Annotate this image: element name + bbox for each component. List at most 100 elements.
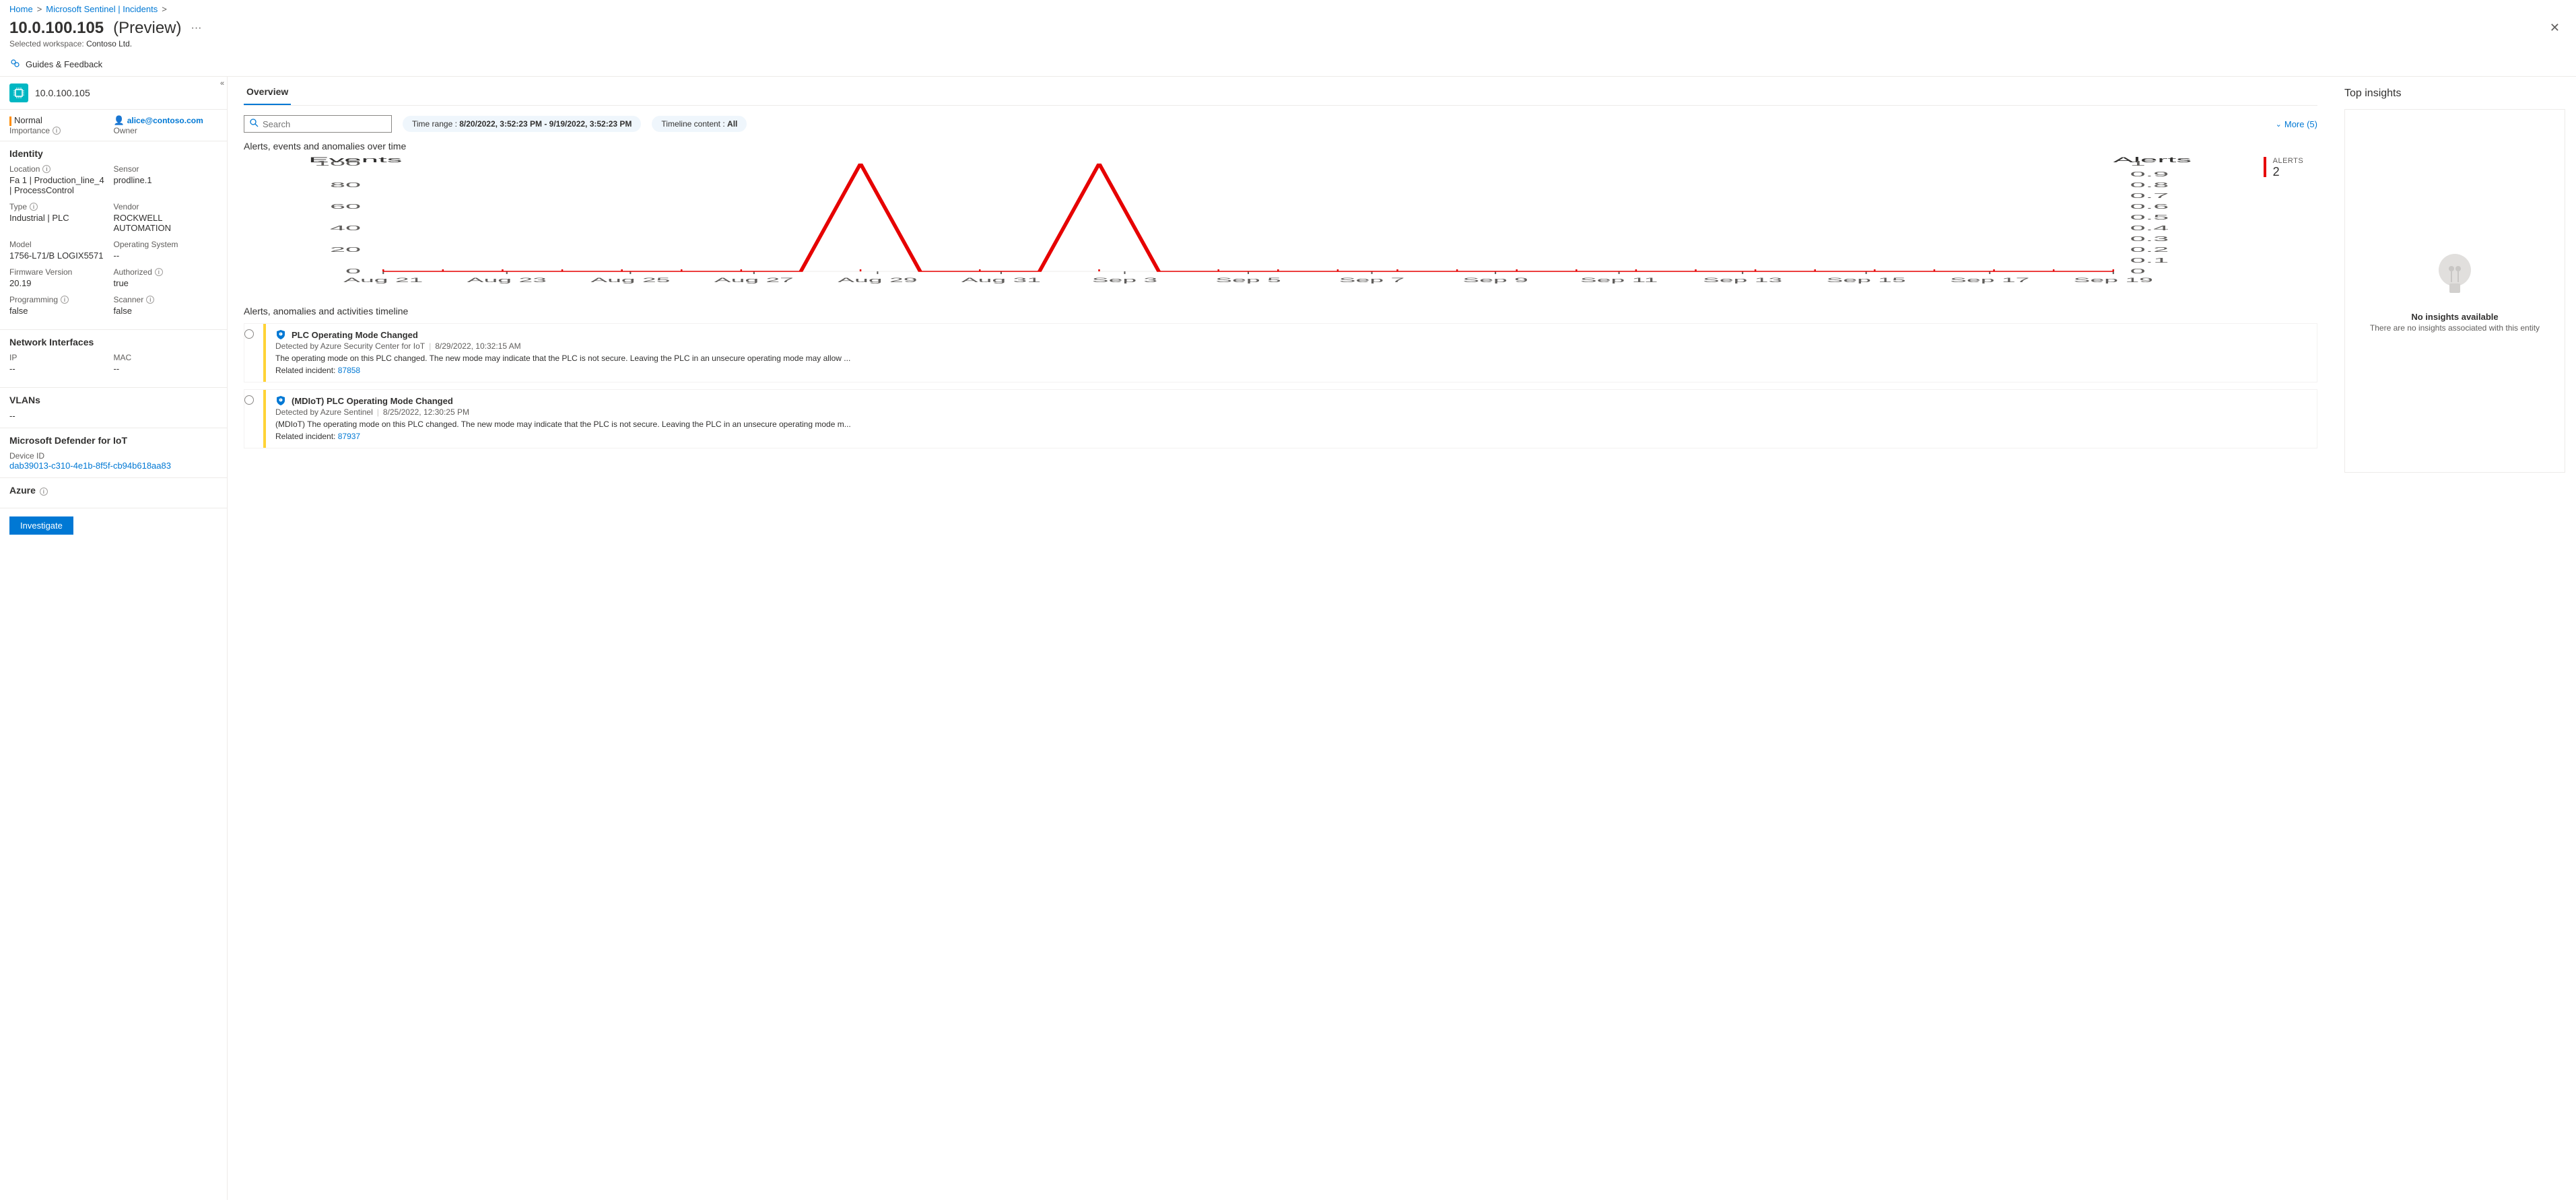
- vlans-value: --: [9, 411, 217, 421]
- svg-text:0.1: 0.1: [2130, 257, 2169, 264]
- page-title-row: 10.0.100.105 (Preview) ··· ✕: [0, 17, 2576, 39]
- alerts-badge: ALERTS 2: [2264, 157, 2317, 294]
- info-icon[interactable]: i: [40, 488, 48, 496]
- sensor-label: Sensor: [114, 164, 213, 174]
- detected-by: Detected by Azure Sentinel: [275, 407, 373, 417]
- device-ip: 10.0.100.105: [35, 88, 90, 98]
- vendor-value: ROCKWELL AUTOMATION: [114, 213, 213, 233]
- guides-icon: [9, 58, 20, 71]
- close-button[interactable]: ✕: [2543, 17, 2567, 39]
- timeline-radio[interactable]: [244, 395, 254, 405]
- info-icon[interactable]: i: [61, 296, 69, 304]
- timeline-list: !PLC Operating Mode ChangedDetected by A…: [244, 323, 2317, 448]
- timeline-title: Alerts, anomalies and activities timelin…: [244, 306, 2317, 316]
- svg-text:0.6: 0.6: [2130, 203, 2169, 210]
- workspace-name: Contoso Ltd.: [86, 39, 132, 48]
- firmware-value: 20.19: [9, 278, 108, 288]
- timeline-item[interactable]: !(MDIoT) PLC Operating Mode ChangedDetec…: [244, 389, 2317, 448]
- svg-text:0: 0: [2130, 267, 2146, 275]
- svg-text:0.4: 0.4: [2130, 224, 2169, 232]
- svg-text:Aug 25: Aug 25: [590, 277, 670, 283]
- tab-overview[interactable]: Overview: [244, 79, 291, 105]
- importance-bar: [9, 116, 11, 126]
- related-label: Related incident:: [275, 366, 338, 375]
- ip-label: IP: [9, 353, 108, 362]
- location-label: Location: [9, 164, 40, 174]
- detected-by: Detected by Azure Security Center for Io…: [275, 341, 425, 351]
- timeline-content-pill[interactable]: Timeline content : All: [652, 116, 747, 132]
- info-icon[interactable]: i: [53, 127, 61, 135]
- page-title-suffix: (Preview): [113, 19, 181, 38]
- time-range-pill[interactable]: Time range : 8/20/2022, 3:52:23 PM - 9/1…: [403, 116, 641, 132]
- info-icon[interactable]: i: [155, 268, 163, 276]
- chart-area: EventsAlerts02040608010000.10.20.30.40.5…: [244, 157, 2317, 294]
- importance-value: Normal: [14, 115, 42, 125]
- owner-link[interactable]: alice@contoso.com: [127, 116, 203, 125]
- programming-label: Programming: [9, 295, 58, 304]
- svg-text:Sep 19: Sep 19: [2074, 277, 2153, 283]
- breadcrumb-sep: >: [162, 4, 167, 14]
- guides-feedback[interactable]: Guides & Feedback: [0, 53, 2576, 77]
- timeline-description: (MDIoT) The operating mode on this PLC c…: [275, 420, 2310, 429]
- more-menu-icon[interactable]: ···: [188, 22, 204, 34]
- azure-section: Azurei: [0, 477, 227, 508]
- model-label: Model: [9, 240, 108, 249]
- svg-text:20: 20: [330, 246, 361, 253]
- timeline-description: The operating mode on this PLC changed. …: [275, 354, 2310, 363]
- no-insights-title: No insights available: [2411, 312, 2498, 322]
- vlans-section: VLANs --: [0, 387, 227, 428]
- svg-text:1: 1: [2130, 160, 2146, 167]
- related-label: Related incident:: [275, 432, 338, 441]
- svg-text:Sep 15: Sep 15: [1827, 277, 1906, 283]
- svg-text:Aug 23: Aug 23: [467, 277, 547, 283]
- svg-text:Sep 17: Sep 17: [1950, 277, 2029, 283]
- svg-text:!: !: [280, 399, 281, 403]
- programming-value: false: [9, 306, 108, 316]
- lightbulb-icon: [2431, 250, 2478, 304]
- middle-panel: Overview Time range : 8/20/2022, 3:52:23…: [228, 77, 2334, 1200]
- svg-text:0.3: 0.3: [2130, 235, 2169, 242]
- azure-heading: Azure: [9, 485, 36, 496]
- device-id-link[interactable]: dab39013-c310-4e1b-8f5f-cb94b618aa83: [9, 461, 171, 471]
- svg-text:40: 40: [330, 224, 361, 232]
- defender-section: Microsoft Defender for IoT Device ID dab…: [0, 428, 227, 477]
- svg-text:100: 100: [314, 160, 361, 167]
- info-icon[interactable]: i: [30, 203, 38, 211]
- search-box[interactable]: [244, 115, 392, 133]
- info-icon[interactable]: i: [42, 165, 50, 173]
- svg-text:60: 60: [330, 203, 361, 210]
- more-link[interactable]: ⌄ More (5): [2276, 119, 2317, 129]
- search-input[interactable]: [263, 119, 386, 129]
- alerts-badge-label: ALERTS: [2273, 157, 2304, 165]
- collapse-left-icon[interactable]: «: [217, 79, 228, 90]
- related-incident-link[interactable]: 87937: [338, 432, 360, 441]
- authorized-value: true: [114, 278, 213, 288]
- left-panel: « 10.0.100.105 Normal Importance i 👤alic…: [0, 77, 228, 1200]
- info-icon[interactable]: i: [146, 296, 154, 304]
- investigate-button[interactable]: Investigate: [9, 516, 73, 535]
- severity-bar: [263, 390, 266, 448]
- svg-text:Aug 29: Aug 29: [838, 277, 917, 283]
- right-panel: Top insights No insights available There…: [2334, 77, 2576, 1200]
- model-value: 1756-L71/B LOGIX5571: [9, 250, 108, 261]
- page-title: 10.0.100.105: [9, 19, 104, 38]
- device-meta-row: Normal Importance i 👤alice@contoso.com O…: [0, 110, 227, 141]
- breadcrumb-sep: >: [37, 4, 42, 14]
- insights-box: No insights available There are no insig…: [2344, 109, 2565, 473]
- scanner-label: Scanner: [114, 295, 144, 304]
- breadcrumb-home[interactable]: Home: [9, 4, 33, 14]
- alerts-badge-value: 2: [2273, 165, 2304, 179]
- insights-heading: Top insights: [2344, 88, 2565, 100]
- timeline-radio[interactable]: [244, 329, 254, 339]
- shield-icon: !: [275, 329, 286, 340]
- breadcrumb-incidents[interactable]: Microsoft Sentinel | Incidents: [46, 4, 158, 14]
- timeline-item[interactable]: ! PLC Operating Mode ChangedDetected by A…: [244, 323, 2317, 382]
- timeline-item-title: PLC Operating Mode Changed: [292, 330, 418, 340]
- svg-text:Alerts: Alerts: [2113, 157, 2192, 164]
- related-incident-link[interactable]: 87858: [338, 366, 360, 375]
- svg-text:Sep 13: Sep 13: [1703, 277, 1782, 283]
- svg-text:80: 80: [330, 181, 361, 189]
- svg-text:Sep 7: Sep 7: [1339, 277, 1404, 283]
- sensor-value: prodline.1: [114, 175, 213, 185]
- svg-text:Aug 21: Aug 21: [343, 277, 423, 283]
